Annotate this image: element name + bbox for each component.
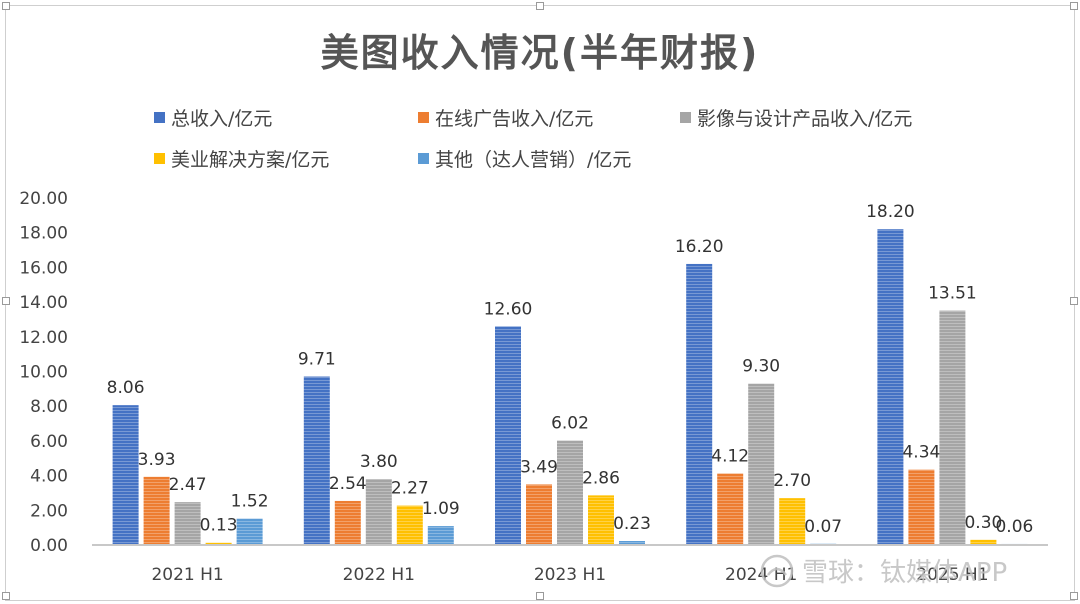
bar [143,476,170,545]
bar [236,518,263,545]
bar [557,440,583,545]
legend-item: 总收入/亿元 [154,104,272,131]
bar [970,539,997,545]
bar [365,479,392,545]
data-label: 3.49 [520,457,558,477]
bar [939,310,966,545]
resize-handle-middle-right[interactable] [1070,297,1078,305]
legend-label: 影像与设计产品收入/亿元 [697,108,913,130]
data-label: 0.13 [200,516,238,536]
bar [174,502,201,545]
data-label: 4.12 [711,447,749,467]
bar [908,469,935,545]
legend-item: 影像与设计产品收入/亿元 [680,104,912,131]
bar [588,495,614,545]
legend-label: 美业解决方案/亿元 [171,149,330,171]
data-label: 2.86 [582,468,620,488]
resize-handle-top-right[interactable] [1070,2,1078,10]
watermark: 雪球：钛媒体APP [760,552,1007,589]
data-label: 2.70 [773,471,811,491]
data-label: 4.34 [902,443,940,463]
resize-handle-bottom-center[interactable] [536,592,544,600]
x-tick-label: 2022 H1 [343,565,415,585]
bar [303,376,330,545]
data-label: 8.06 [107,378,145,398]
data-label: 0.07 [804,517,842,537]
y-tick-label: 2.00 [30,501,68,521]
data-label: 1.09 [422,499,460,519]
resize-handle-bottom-left[interactable] [2,592,10,600]
y-tick-label: 18.00 [19,224,68,244]
resize-handle-bottom-right[interactable] [1070,592,1078,600]
bar [205,542,232,545]
bar [427,526,454,545]
x-tick-label: 2023 H1 [534,565,606,585]
legend-item: 其他（达人营销）/亿元 [418,145,631,172]
y-tick-label: 6.00 [30,432,68,452]
y-tick-label: 16.00 [19,258,68,278]
data-label: 0.23 [613,514,651,534]
resize-handle-top-center[interactable] [536,2,544,10]
legend-swatch [680,112,691,123]
bar [526,484,552,545]
legend-label: 在线广告收入/亿元 [435,108,594,130]
bar [396,505,423,545]
data-label: 9.30 [742,357,780,377]
legend-label: 总收入/亿元 [171,108,273,130]
y-tick-label: 0.00 [30,536,68,556]
data-label: 0.06 [995,517,1033,537]
legend-item: 在线广告收入/亿元 [418,104,593,131]
x-tick-label: 2025 H1 [916,565,988,585]
data-label: 3.93 [138,450,176,470]
data-label: 12.60 [484,299,533,319]
resize-handle-middle-left[interactable] [2,297,10,305]
data-label: 9.71 [298,350,336,370]
bar [779,498,806,545]
y-tick-label: 8.00 [30,397,68,417]
data-label: 13.51 [928,284,977,304]
data-label: 18.20 [866,202,915,222]
chart-title: 美图收入情况(半年财报) [320,31,760,75]
x-tick-label: 2021 H1 [151,565,223,585]
legend-swatch [418,153,429,164]
data-label: 3.80 [360,452,398,472]
data-label: 6.02 [551,414,589,434]
data-label: 0.30 [964,513,1002,533]
resize-handle-top-left[interactable] [2,2,10,10]
y-tick-label: 20.00 [19,189,68,209]
snowball-logo-icon [760,554,794,587]
y-tick-label: 10.00 [19,363,68,383]
watermark-text: 雪球：钛媒体APP [802,558,1008,588]
bar [748,383,775,545]
y-tick-label: 12.00 [19,328,68,348]
legend-item: 美业解决方案/亿元 [154,145,329,172]
bar [686,263,713,545]
y-tick-label: 4.00 [30,467,68,487]
y-tick-label: 14.00 [19,293,68,313]
bar [112,405,139,545]
data-label: 16.20 [675,237,724,257]
legend-label: 其他（达人营销）/亿元 [435,149,632,171]
data-label: 2.54 [329,474,367,494]
bar [619,541,645,545]
data-label: 1.52 [231,492,269,512]
legend-swatch [154,112,165,123]
legend-swatch [154,153,165,164]
legend-swatch [418,112,429,123]
bar [495,326,521,545]
bar [334,500,361,545]
bar [877,229,904,546]
data-label: 2.47 [169,475,207,495]
data-label: 2.27 [391,479,429,499]
bar [717,473,744,545]
